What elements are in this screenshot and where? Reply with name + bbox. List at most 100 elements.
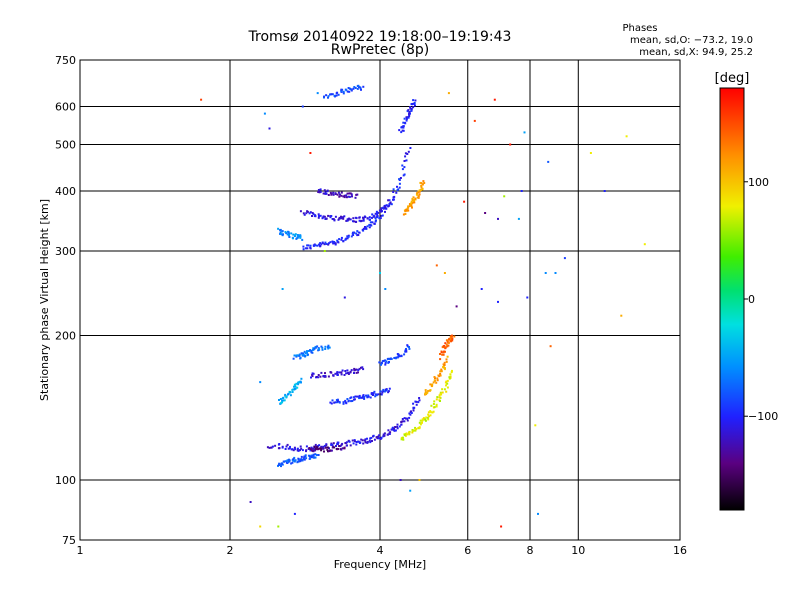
trace-point [362,442,365,445]
trace-point [414,429,417,432]
trace-point [314,346,317,349]
trace-point [333,241,336,243]
trace-point [290,448,293,451]
trace-point [443,350,446,353]
trace-point [314,456,317,459]
trace-point [415,193,418,196]
trace-point [319,244,322,247]
scatter-point [500,525,503,528]
trace-point [430,385,433,388]
trace-point [408,346,410,348]
trace-point [336,193,339,196]
scatter-point [463,200,466,203]
trace-point [385,360,388,363]
trace-point [355,193,358,196]
trace-point [348,217,351,220]
trace-point [303,458,306,461]
y-tick-label: 300 [55,245,76,258]
scatter-point [399,479,402,481]
trace-point [308,447,311,449]
trace-point [368,223,371,226]
trace-point [302,212,305,215]
trace-point [418,421,421,424]
trace-point [393,195,396,198]
trace-point [400,354,403,357]
trace-point [318,215,320,217]
trace-point [344,370,347,372]
trace-point [362,85,365,88]
trace-point [294,459,297,462]
trace-point [407,150,410,153]
trace-point [412,402,415,405]
trace-point [338,445,341,447]
trace-point [348,87,351,90]
trace-point [430,404,433,407]
trace-point [295,382,298,385]
trace-point [440,368,443,371]
trace-point [358,394,361,397]
trace-point [405,209,408,212]
trace-point [352,442,355,445]
trace-point [446,386,449,389]
trace-point [449,337,452,340]
trace-point [381,360,384,363]
trace-point [304,454,307,457]
trace-point [361,439,364,442]
x-tick-label: 4 [377,544,384,557]
trace-point [438,375,441,378]
trace-point [384,204,387,207]
trace-point [374,395,377,398]
trace-point [402,213,405,216]
trace-point [445,343,448,346]
trace-point [409,147,412,149]
trace-point [320,345,323,348]
trace-point [312,372,315,375]
trace-point [425,416,428,419]
trace-point [355,232,358,235]
trace-point [391,428,394,431]
trace-point [316,244,319,247]
trace-point [278,443,281,445]
trace-point [329,371,332,374]
trace-point [308,212,311,215]
trace-point [323,450,325,453]
trace-point [366,437,368,440]
y-tick-label: 400 [55,185,76,198]
trace-point [332,193,335,196]
trace-point [285,445,288,448]
trace-point [378,216,381,219]
trace-point [271,445,274,448]
trace-point [312,455,315,458]
trace-point [310,376,312,379]
trace-point [318,243,320,246]
trace-point [403,420,406,423]
trace-point [327,450,329,453]
trace-point [400,436,403,439]
trace-point [351,400,354,402]
trace-point [324,241,327,244]
trace-point [421,421,423,424]
trace-point [331,93,334,96]
trace-point [297,234,300,237]
trace-point [279,231,282,234]
trace-point [356,193,359,196]
trace-point [303,213,306,216]
trace-point [395,191,398,194]
trace-point [381,391,384,394]
trace-point [316,376,318,378]
trace-point [393,429,396,432]
trace-point [302,352,305,355]
trace-point [388,358,391,361]
trace-point [404,152,407,155]
trace-point [408,205,411,208]
trace-point [378,209,381,212]
trace-point [317,374,320,376]
trace-point [336,373,339,376]
trace-point [342,401,345,404]
trace-point [384,361,387,364]
trace-point [350,88,353,91]
trace-point [427,411,430,414]
data-points [200,84,646,528]
trace-point [376,216,378,219]
